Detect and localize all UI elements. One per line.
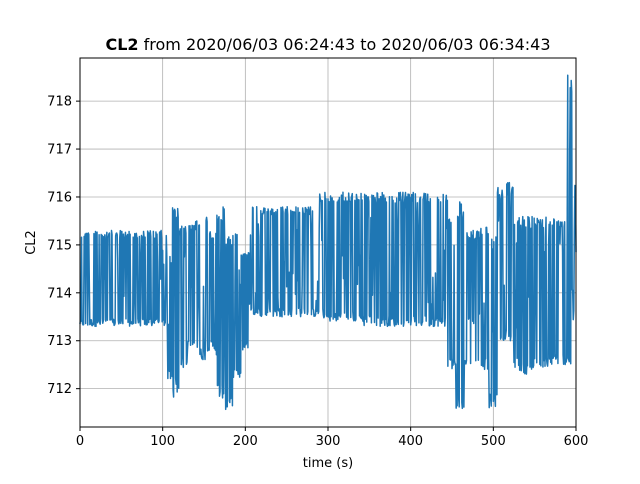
x-tick-label: 400 — [398, 434, 423, 449]
x-axis-label: time (s) — [303, 456, 353, 471]
y-tick-label: 715 — [47, 238, 72, 253]
y-tick-label: 712 — [47, 382, 72, 397]
chart-title-bold: CL2 — [105, 35, 138, 54]
y-tick-label: 718 — [47, 95, 72, 110]
x-tick-label: 600 — [564, 434, 589, 449]
y-axis-label: CL2 — [24, 230, 39, 255]
series-line-0 — [79, 74, 577, 411]
axis-ticks: 0 100 200 300 400 500 600 712 713 714 715 716 717 718 — [47, 95, 588, 449]
y-tick-label: 716 — [47, 190, 72, 205]
plot-data — [79, 74, 577, 411]
x-tick-label: 200 — [233, 434, 258, 449]
y-tick-label: 713 — [47, 334, 72, 349]
chart-title-rest: from 2020/06/03 06:24:43 to 2020/06/03 0… — [139, 35, 551, 54]
x-tick-label: 100 — [150, 434, 175, 449]
x-tick-label: 500 — [481, 434, 506, 449]
chart-title: CL2 from 2020/06/03 06:24:43 to 2020/06/… — [105, 35, 550, 54]
y-tick-label: 717 — [47, 143, 72, 158]
y-tick-label: 714 — [47, 286, 72, 301]
x-tick-label: 300 — [316, 434, 341, 449]
x-tick-label: 0 — [76, 434, 84, 449]
